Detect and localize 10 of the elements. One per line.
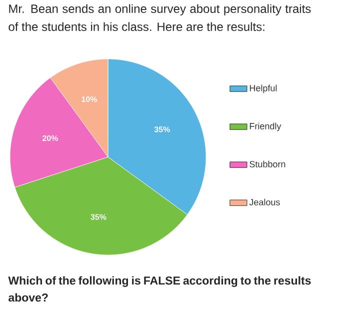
legend-label: Stubborn [250, 160, 286, 168]
legend-label: Jealous [249, 198, 280, 206]
legend-label: Helpful [250, 84, 277, 94]
text: Which of the following is FALSE according to the results above? [8, 276, 311, 302]
data-label: 20% [42, 135, 58, 142]
legend-label: Friendly [250, 122, 282, 132]
chart-title: Mr. Bean sends an online survey about personality traits of the students in his class. Here are the results: [8, 4, 311, 31]
data-label: 35% [154, 126, 170, 132]
data-label: 35% [90, 214, 106, 220]
data-label: 10% [82, 96, 98, 102]
